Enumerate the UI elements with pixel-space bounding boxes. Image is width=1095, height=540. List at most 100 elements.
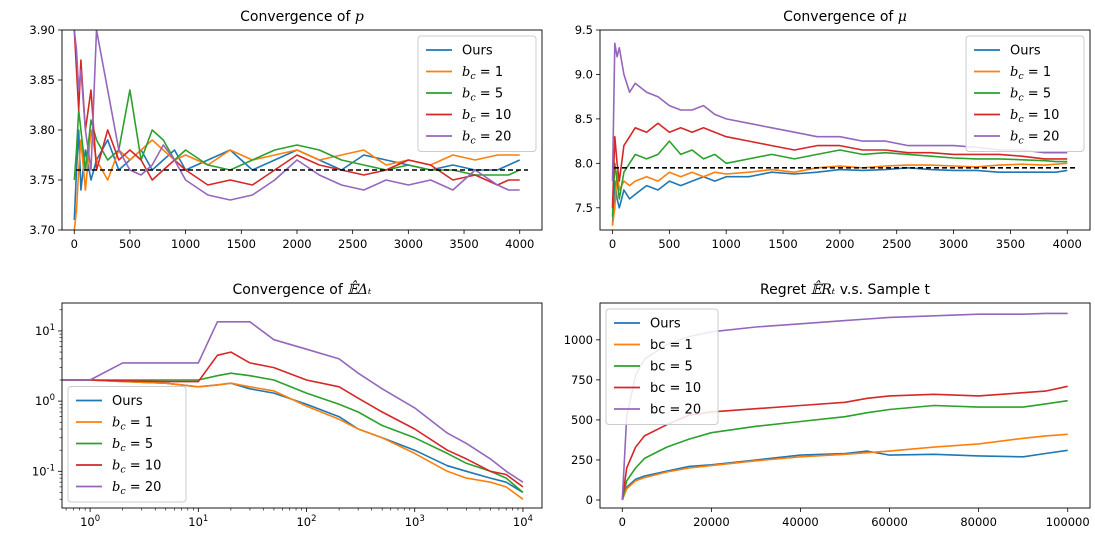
legend-box bbox=[67, 386, 187, 503]
tick-exp: 1 bbox=[50, 323, 55, 333]
y-tick-label: 250 bbox=[571, 453, 593, 467]
legend-label: bc = 20 bbox=[650, 403, 701, 418]
legend-label: Ours bbox=[462, 44, 493, 59]
x-tick-label: 100000 bbox=[1046, 515, 1090, 529]
tick-exp: -1 bbox=[47, 463, 55, 473]
axes-frame bbox=[599, 302, 1091, 509]
tick-base: 10 bbox=[35, 394, 50, 408]
legend-label: bc = 5 bbox=[650, 360, 693, 375]
x-tick-label: 3500 bbox=[996, 237, 1025, 251]
x-tick-label: 4000 bbox=[505, 237, 534, 251]
x-tick-label: 500 bbox=[658, 237, 680, 251]
legend-label: bc = 1 bbox=[1010, 65, 1051, 82]
series-line-1 bbox=[611, 167, 1068, 226]
legend-sub: c bbox=[1018, 71, 1024, 82]
legend-sub: c bbox=[120, 465, 126, 476]
legend-sub: c bbox=[1018, 114, 1024, 125]
title-text: Convergence of bbox=[233, 282, 348, 298]
series-line-4 bbox=[621, 385, 1068, 501]
legend-math: b bbox=[112, 416, 120, 431]
tick-exp: 4 bbox=[528, 514, 533, 524]
series-line-4 bbox=[62, 351, 524, 488]
y-tick-label: 7.5 bbox=[575, 201, 593, 215]
y-tick-label: 3.80 bbox=[29, 123, 55, 137]
tick-exp: 3 bbox=[419, 514, 424, 524]
axes-frame bbox=[599, 29, 1091, 231]
tick-exp: 0 bbox=[95, 514, 100, 524]
legend-label: Ours bbox=[650, 317, 681, 332]
legend-label: bc = 1 bbox=[462, 65, 503, 82]
series-line-5 bbox=[62, 320, 524, 483]
x-tick-label: 0 bbox=[609, 237, 616, 251]
legend-label: bc = 5 bbox=[462, 87, 503, 104]
series-line-1 bbox=[621, 449, 1068, 501]
y-tick-label: 100 bbox=[35, 393, 55, 408]
tick-exp: 1 bbox=[203, 514, 208, 524]
legend-rest: = 1 bbox=[126, 416, 153, 431]
y-tick-label: 3.85 bbox=[29, 73, 55, 87]
series-line-4 bbox=[73, 30, 520, 186]
series-line-2 bbox=[611, 162, 1068, 226]
legend-sub: c bbox=[470, 136, 476, 147]
legend-rest: = 1 bbox=[1024, 65, 1051, 80]
y-tick-label: 3.70 bbox=[29, 223, 55, 237]
tick-exp: 0 bbox=[50, 393, 55, 403]
legend-label: bc = 10 bbox=[462, 108, 511, 125]
y-tick-label: 10-1 bbox=[32, 463, 55, 478]
title-text: Convergence of bbox=[240, 9, 355, 25]
title-text: Convergence of bbox=[783, 9, 898, 25]
tick-base: 10 bbox=[513, 515, 528, 529]
legend-box bbox=[965, 35, 1085, 152]
legend-math: b bbox=[112, 437, 120, 452]
x-tick-label: 500 bbox=[119, 237, 141, 251]
legend-rest: = 5 bbox=[1024, 87, 1051, 102]
legend-sub: c bbox=[120, 486, 126, 497]
x-tick-label: 80000 bbox=[960, 515, 997, 529]
legend-sub: c bbox=[1018, 136, 1024, 147]
x-tick-label: 1500 bbox=[768, 237, 797, 251]
legend-label: bc = 20 bbox=[112, 480, 161, 497]
series-line-2 bbox=[621, 433, 1068, 501]
x-tick-label: 102 bbox=[296, 514, 316, 529]
chart-title: Convergence of 𝔼̂Δₜ bbox=[233, 279, 372, 298]
axes-frame bbox=[61, 29, 543, 231]
series-line-5 bbox=[73, 30, 520, 201]
legend-label: bc = 20 bbox=[1010, 130, 1059, 147]
title-text: Regret bbox=[760, 282, 811, 298]
legend-sub: c bbox=[1018, 93, 1024, 104]
tick-base: 10 bbox=[35, 324, 50, 338]
x-tick-label: 3000 bbox=[394, 237, 423, 251]
legend-rest: = 5 bbox=[476, 87, 503, 102]
y-tick-label: 750 bbox=[571, 373, 593, 387]
x-tick-label: 101 bbox=[188, 514, 208, 529]
legend-sub: c bbox=[470, 71, 476, 82]
x-tick-label: 100 bbox=[80, 514, 100, 529]
y-tick-label: 0 bbox=[586, 493, 593, 507]
legend-math: b bbox=[1010, 65, 1018, 80]
legend-label: bc = 10 bbox=[1010, 108, 1059, 125]
x-tick-label: 104 bbox=[513, 514, 533, 529]
x-tick-label: 2500 bbox=[338, 237, 367, 251]
chart-title: Regret 𝔼̂Rₜ v.s. Sample t bbox=[760, 279, 931, 298]
legend-rest: = 20 bbox=[476, 130, 512, 145]
legend-sub: c bbox=[470, 114, 476, 125]
legend-rest: = 20 bbox=[126, 480, 162, 495]
title-text: v.s. Sample t bbox=[835, 282, 930, 298]
legend-rest: = 1 bbox=[476, 65, 503, 80]
x-tick-label: 1000 bbox=[171, 237, 200, 251]
x-tick-label: 60000 bbox=[871, 515, 908, 529]
series-line-3 bbox=[62, 372, 524, 494]
legend-math: b bbox=[1010, 108, 1018, 123]
legend-label: bc = 1 bbox=[112, 416, 153, 433]
y-tick-label: 8.5 bbox=[575, 112, 593, 126]
tick-base: 10 bbox=[405, 515, 420, 529]
tick-base: 10 bbox=[188, 515, 203, 529]
x-tick-label: 103 bbox=[405, 514, 425, 529]
legend-box bbox=[417, 35, 537, 152]
chart-panel-2: Convergence of μ 0 500 1000 1500 2000 2500 3000… bbox=[575, 9, 1091, 251]
x-tick-label: 2500 bbox=[882, 237, 911, 251]
